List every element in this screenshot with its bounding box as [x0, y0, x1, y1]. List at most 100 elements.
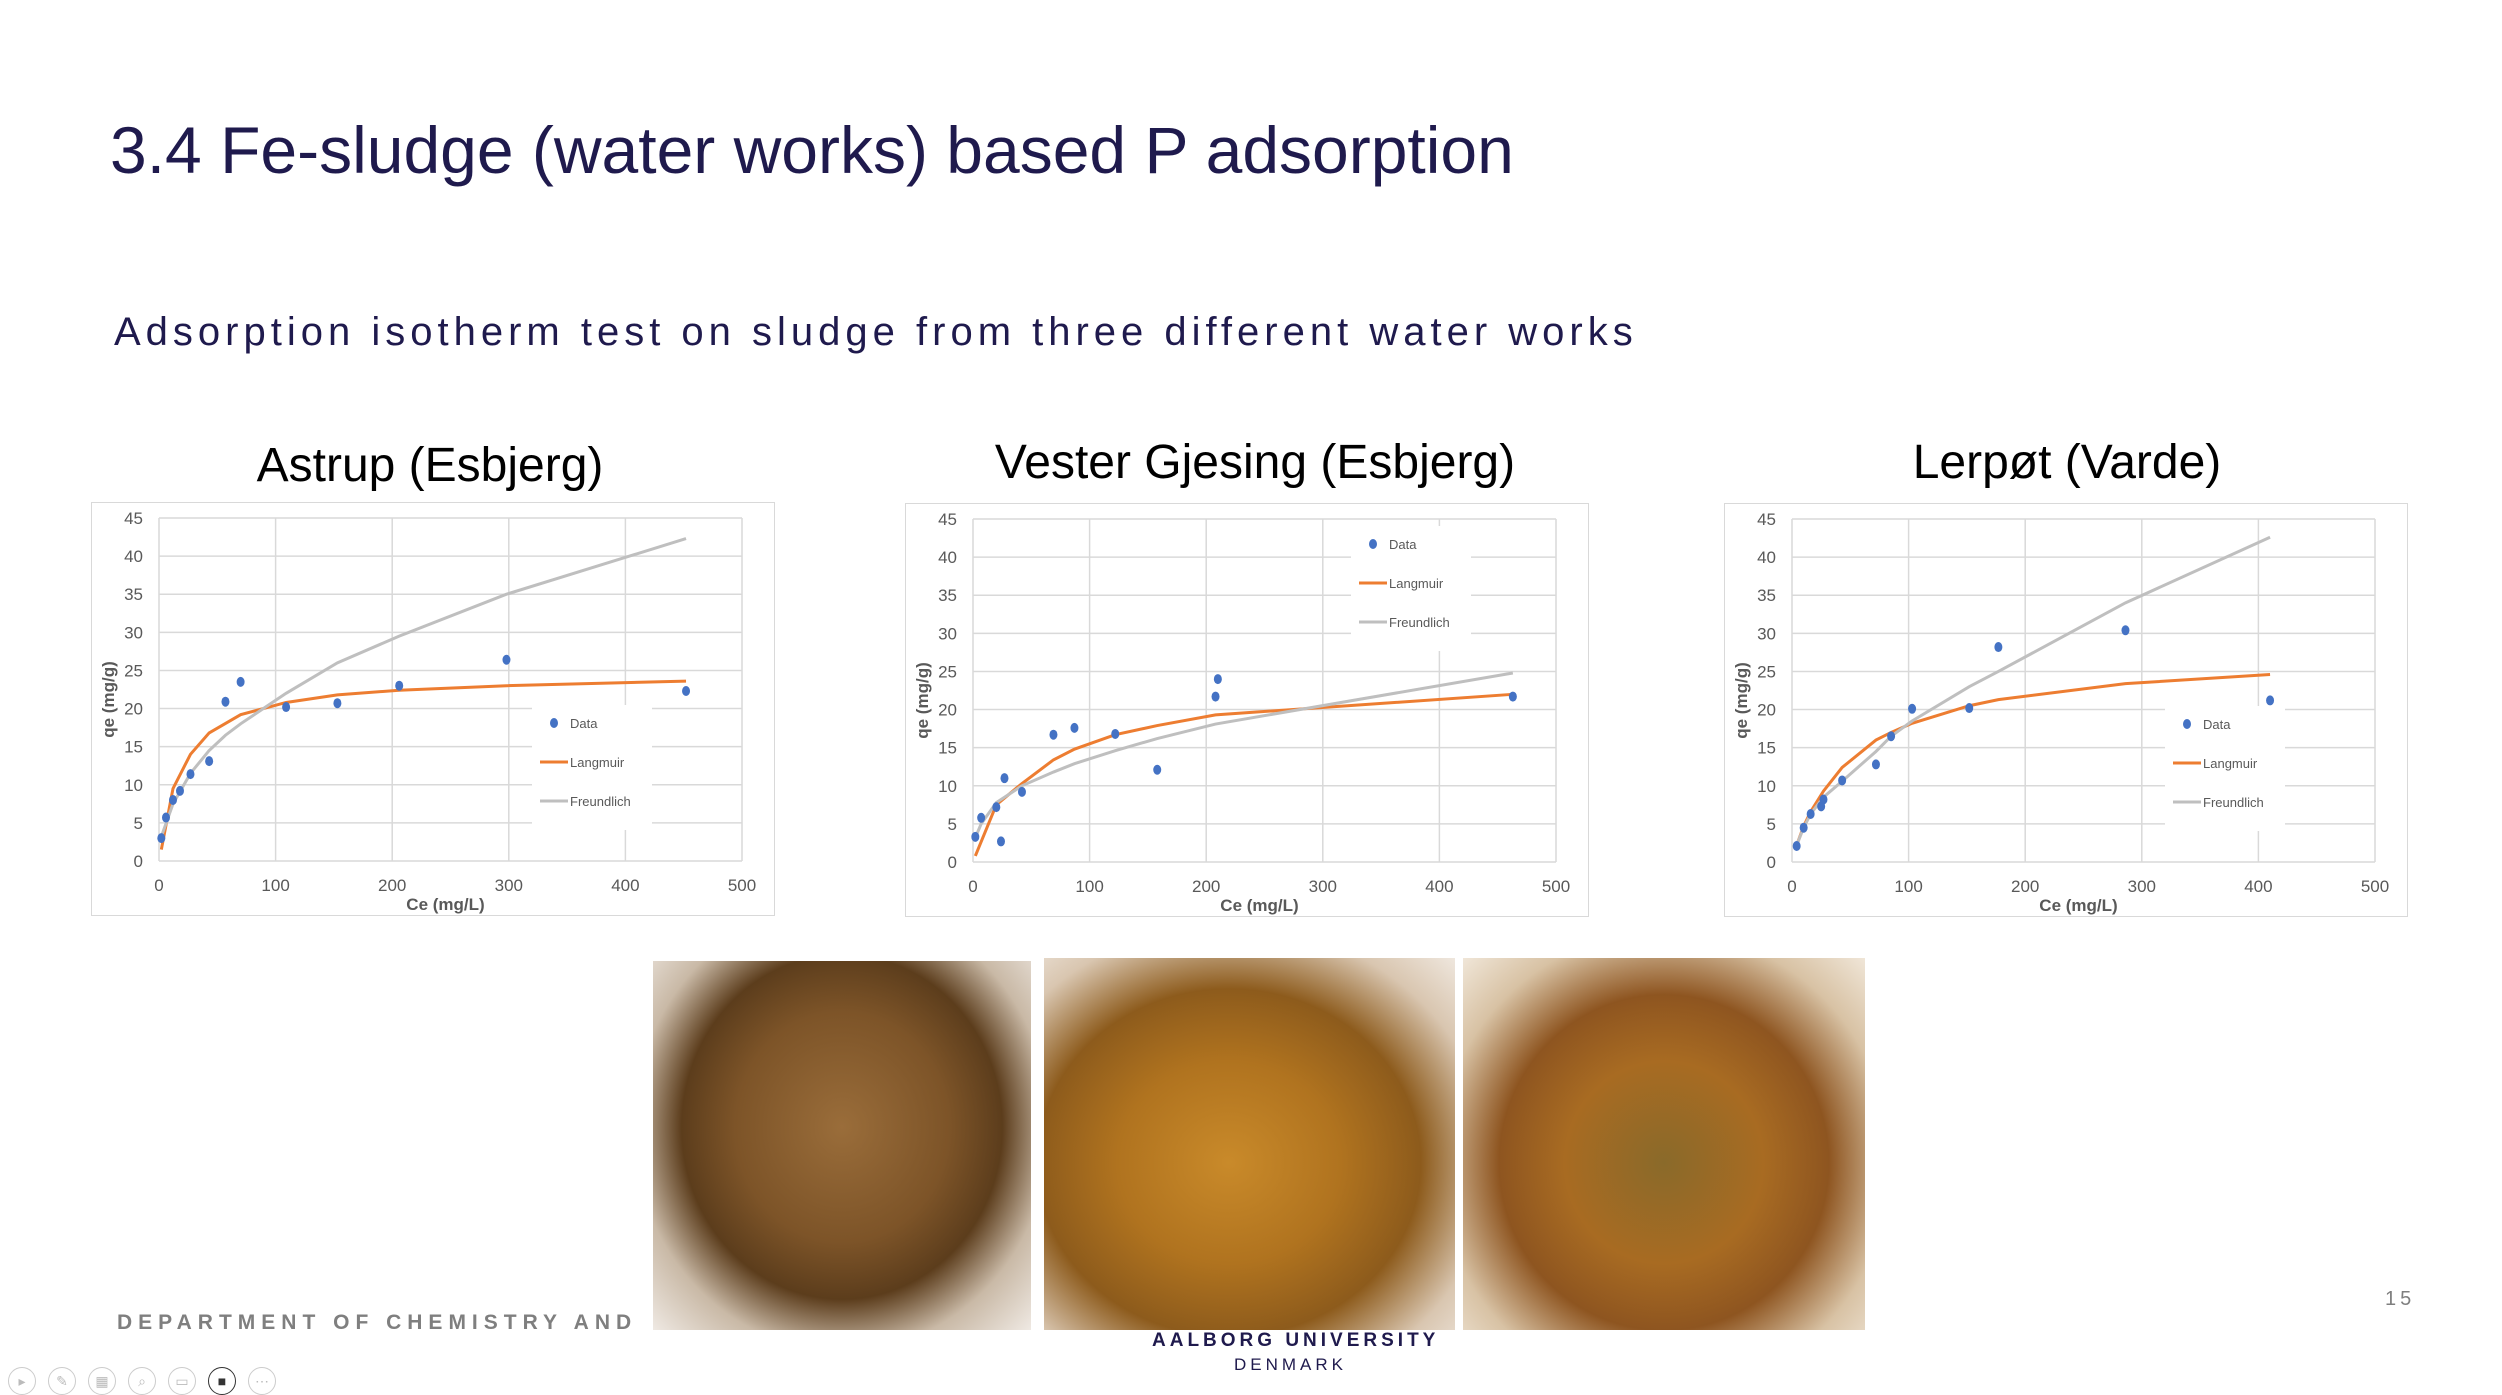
x-tick-label: 500	[728, 876, 756, 895]
y-tick-label: 20	[1757, 701, 1776, 720]
data-point	[1792, 840, 1801, 851]
pen-icon[interactable]: ✎	[48, 1367, 76, 1395]
y-tick-label: 10	[938, 777, 957, 796]
data-point	[682, 686, 691, 697]
y-tick-label: 0	[948, 853, 957, 872]
slide-title: 3.4 Fe-sludge (water works) based P adso…	[110, 113, 1514, 187]
legend-label: Langmuir	[2203, 756, 2258, 771]
data-point	[1908, 703, 1917, 714]
data-point	[996, 836, 1005, 847]
y-tick-label: 10	[1757, 777, 1776, 796]
footer-department: DEPARTMENT OF CHEMISTRY AND	[117, 1311, 638, 1334]
page-number: 15	[2385, 1288, 2416, 1310]
data-point	[1799, 822, 1808, 833]
sludge-photo-vester-gjesing	[1044, 958, 1455, 1330]
y-tick-label: 10	[124, 776, 143, 795]
y-axis-label: qe (mg/g)	[1732, 662, 1751, 739]
x-tick-label: 500	[1542, 877, 1570, 896]
y-tick-label: 45	[1757, 510, 1776, 529]
y-tick-label: 40	[124, 547, 143, 566]
series-line-freundlich	[973, 671, 1514, 839]
x-tick-label: 400	[611, 876, 639, 895]
x-tick-label: 0	[1787, 877, 1796, 896]
chart-title-lerpot: Lerpøt (Varde)	[1912, 436, 2222, 489]
data-point	[971, 831, 980, 842]
x-tick-label: 400	[1425, 877, 1453, 896]
data-point	[1213, 674, 1222, 685]
grid-icon[interactable]: ▦	[88, 1367, 116, 1395]
legend-marker-data	[550, 718, 558, 728]
legend-label: Langmuir	[1389, 576, 1444, 591]
chart-vester-gjesing[interactable]: 0 5 10 15 20 25 30 35 40 45 0 100 200 300 400 500 Ce (mg…	[905, 503, 1589, 917]
data-point	[1111, 728, 1120, 739]
chart-astrup[interactable]: 0 5 10 15 20 25 30 35 40 45 0 100 200 300 400 500 Ce (mg…	[91, 502, 775, 916]
data-point	[1838, 775, 1847, 786]
camera-icon[interactable]: ■	[208, 1367, 236, 1395]
x-tick-label: 300	[1309, 877, 1337, 896]
x-axis-label: Ce (mg/L)	[406, 895, 484, 914]
y-tick-label: 35	[938, 586, 957, 605]
chart-title-astrup: Astrup (Esbjerg)	[256, 439, 604, 492]
legend-label: Freundlich	[570, 794, 631, 809]
y-axis-label: qe (mg/g)	[913, 662, 932, 739]
footer-university: AALBORG UNIVERSITY	[1152, 1330, 1440, 1351]
data-point	[1871, 759, 1880, 770]
legend-label: Freundlich	[2203, 795, 2264, 810]
y-tick-label: 25	[938, 662, 957, 681]
x-tick-label: 200	[1192, 877, 1220, 896]
chart-svg: 0 5 10 15 20 25 30 35 40 45 0 100 200 300 400 500 Ce (mg…	[1732, 510, 2389, 915]
x-tick-label: 100	[1894, 877, 1922, 896]
x-tick-label: 300	[495, 876, 523, 895]
more-icon[interactable]: ⋯	[248, 1367, 276, 1395]
zoom-icon[interactable]: ⌕	[128, 1367, 156, 1395]
y-tick-label: 20	[124, 700, 143, 719]
y-tick-label: 15	[938, 739, 957, 758]
data-point	[175, 785, 184, 796]
data-point	[2266, 695, 2275, 706]
x-tick-label: 300	[2128, 877, 2156, 896]
data-point	[1508, 691, 1517, 702]
subtitles-icon[interactable]: ▭	[168, 1367, 196, 1395]
y-tick-label: 40	[1757, 548, 1776, 567]
y-tick-label: 40	[938, 548, 957, 567]
y-tick-label: 5	[1767, 815, 1776, 834]
x-tick-label: 200	[378, 876, 406, 895]
chart-svg: 0 5 10 15 20 25 30 35 40 45 0 100 200 300 400 500 Ce (mg…	[99, 509, 756, 914]
data-point	[1070, 722, 1079, 733]
chart-title-vester-gjesing: Vester Gjesing (Esbjerg)	[994, 436, 1516, 489]
data-point	[1000, 773, 1009, 784]
x-tick-label: 500	[2361, 877, 2389, 896]
y-tick-label: 5	[948, 815, 957, 834]
data-point	[157, 833, 166, 844]
y-axis-label: qe (mg/g)	[99, 661, 118, 738]
data-point	[236, 676, 245, 687]
x-tick-label: 0	[154, 876, 163, 895]
y-tick-label: 35	[1757, 586, 1776, 605]
x-tick-label: 400	[2244, 877, 2272, 896]
y-tick-label: 15	[1757, 739, 1776, 758]
legend-marker-data	[1369, 539, 1377, 549]
data-point	[161, 812, 170, 823]
x-tick-label: 200	[2011, 877, 2039, 896]
data-point	[1211, 691, 1220, 702]
y-tick-label: 30	[938, 624, 957, 643]
y-tick-label: 45	[124, 509, 143, 528]
x-tick-label: 0	[968, 877, 977, 896]
y-tick-label: 30	[1757, 624, 1776, 643]
legend-label: Freundlich	[1389, 615, 1450, 630]
data-point	[1049, 729, 1058, 740]
data-point	[1819, 794, 1828, 805]
data-point	[2121, 625, 2130, 636]
data-point	[333, 698, 342, 709]
y-tick-label: 0	[1767, 853, 1776, 872]
legend-marker-data	[2183, 719, 2191, 729]
legend-label: Langmuir	[570, 755, 625, 770]
x-axis-label: Ce (mg/L)	[2039, 896, 2117, 915]
data-point	[1153, 764, 1162, 775]
chart-lerpot[interactable]: 0 5 10 15 20 25 30 35 40 45 0 100 200 300 400 500 Ce (mg…	[1724, 503, 2408, 917]
data-point	[992, 802, 1001, 813]
data-point	[395, 680, 404, 691]
data-point	[1887, 731, 1896, 742]
play-icon[interactable]: ▸	[8, 1367, 36, 1395]
y-tick-label: 45	[938, 510, 957, 529]
